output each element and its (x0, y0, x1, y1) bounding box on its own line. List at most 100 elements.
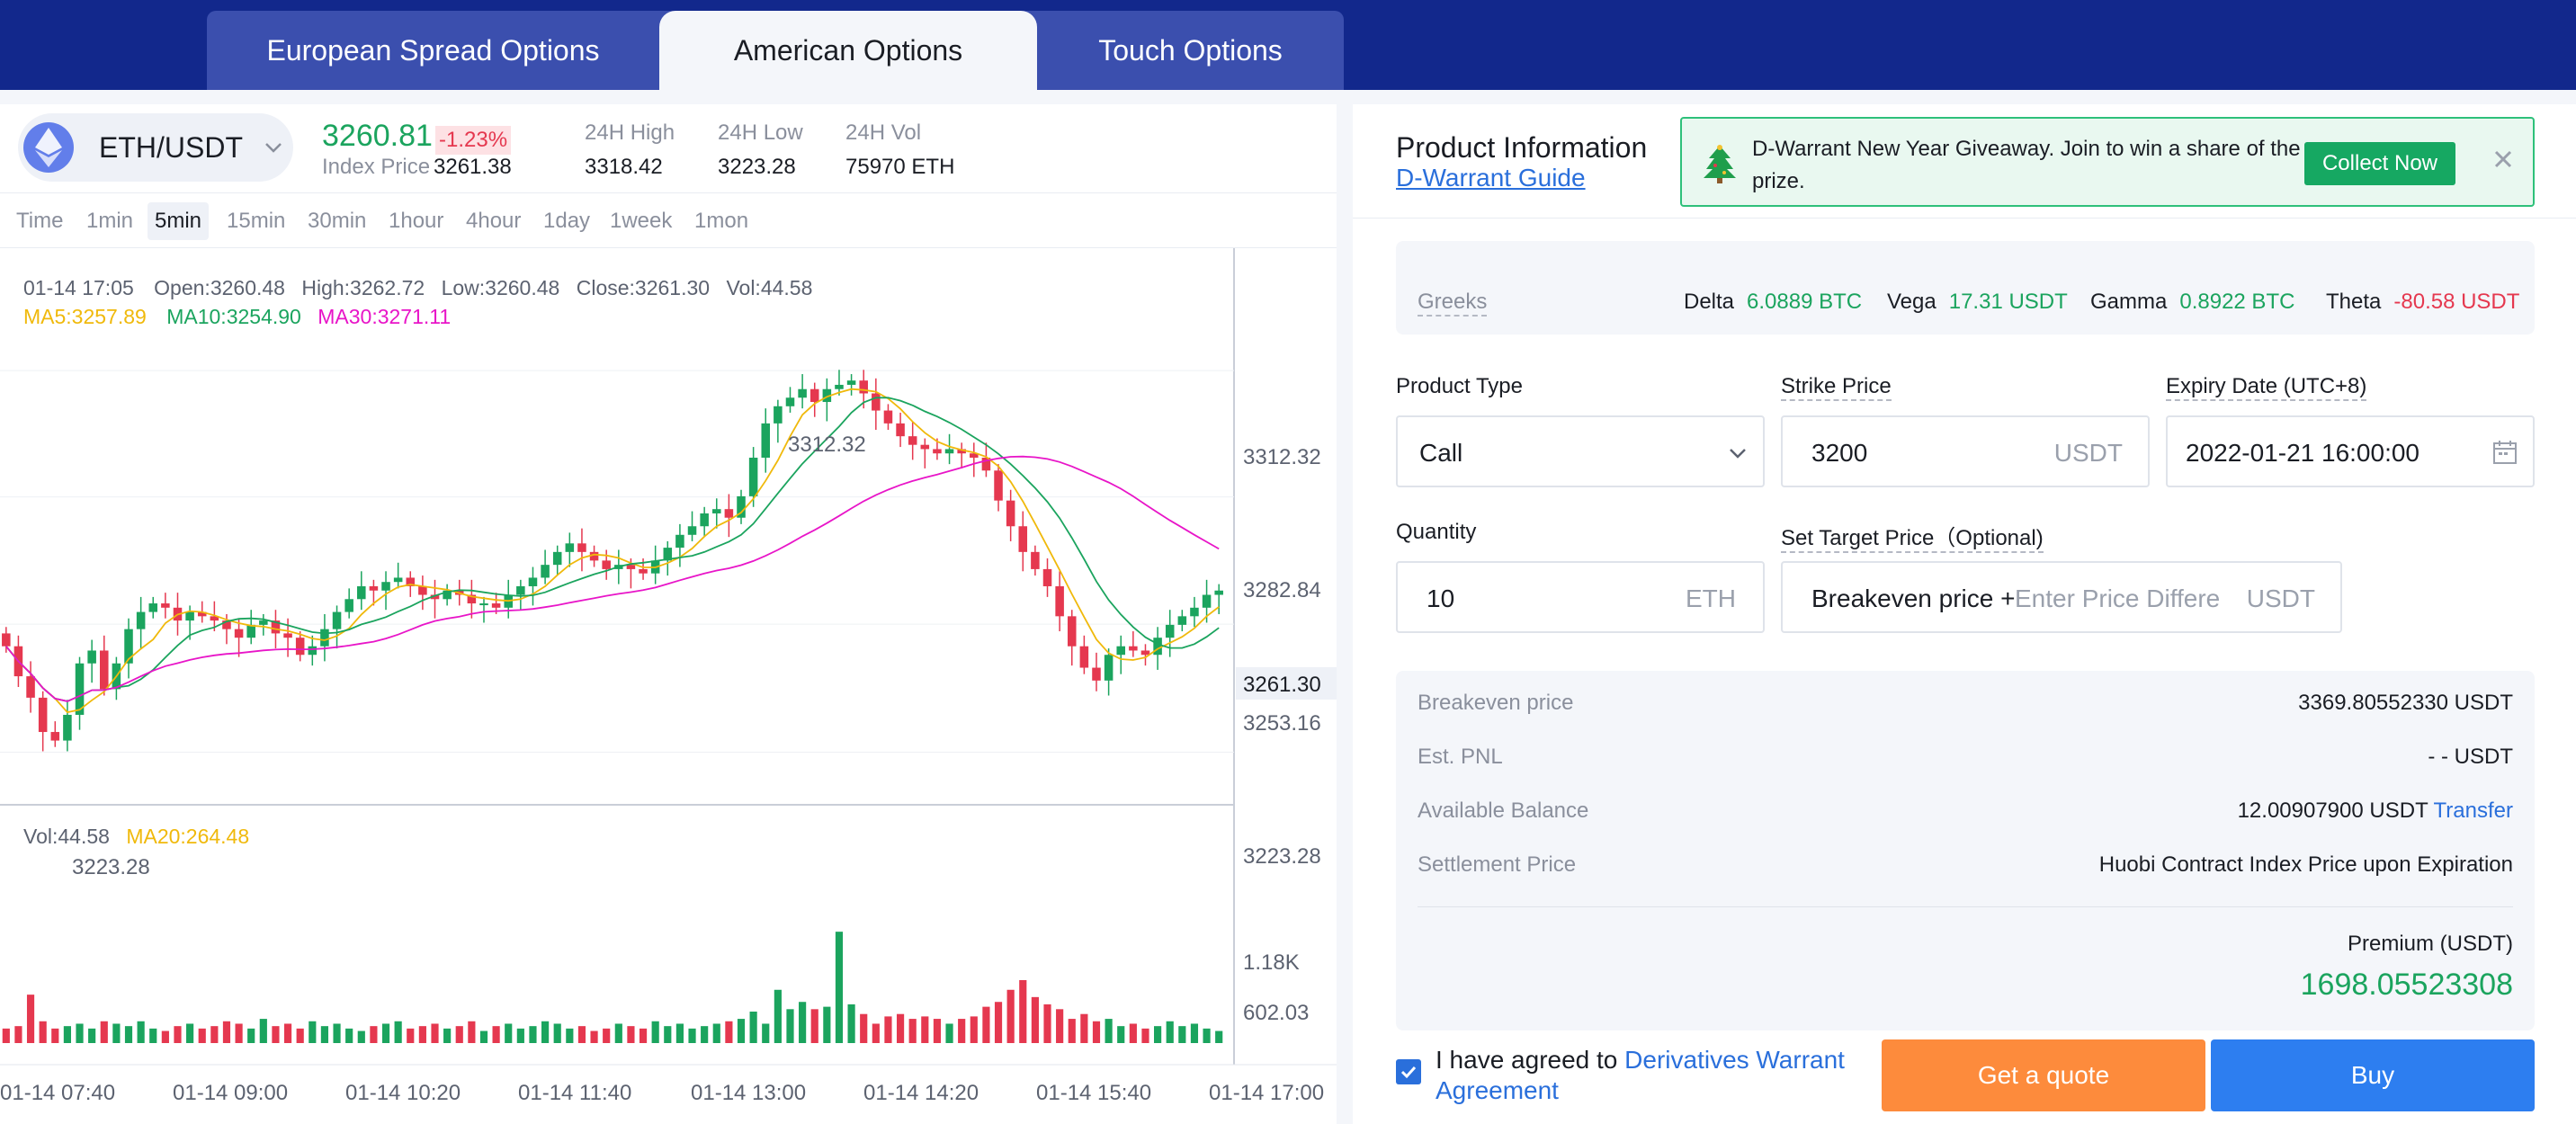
volume-legend: Vol:44.58 MA20:264.48 (23, 825, 249, 848)
price-change-badge: -1.23% (435, 126, 512, 155)
volume-bar (675, 1023, 684, 1043)
stat-24h-high: 24H High 3318.42 (585, 120, 675, 180)
agreement-checkbox[interactable] (1396, 1059, 1421, 1084)
volume-bar (468, 1021, 476, 1043)
candle-body (38, 697, 48, 733)
volume-bar (614, 1023, 622, 1043)
x-tick-label: 01-14 14:20 (863, 1081, 979, 1105)
y-tick-label: 3312.32 (1243, 445, 1321, 469)
pair-selector[interactable]: ETH/USDT (18, 113, 293, 182)
min-price-marker: 3223.28 (72, 855, 150, 879)
volume-bar (1166, 1021, 1174, 1043)
collect-now-button[interactable]: Collect Now (2304, 142, 2455, 185)
quantity-field[interactable]: 10 ETH (1396, 561, 1765, 633)
est-pnl-row: Est. PNL - - USDT (1418, 745, 2513, 777)
candle-body (981, 457, 991, 471)
expiry-date-value: 2022-01-21 16:00:00 (2186, 439, 2419, 467)
candle-body (381, 582, 390, 591)
timeframe-1mon[interactable]: 1mon (694, 209, 749, 233)
candle-body (1042, 568, 1052, 586)
product-type-label: Product Type (1396, 374, 1523, 398)
volume-bar (566, 1028, 574, 1043)
candle-body (748, 457, 758, 496)
buy-button[interactable]: Buy (2211, 1039, 2535, 1111)
ma30-legend: MA30:3271.11 (318, 305, 451, 328)
d-warrant-guide-link[interactable]: D-Warrant Guide (1396, 164, 1586, 192)
expiry-date-label[interactable]: Expiry Date (UTC+8) (2166, 374, 2367, 401)
timeframe-15min[interactable]: 15min (227, 209, 286, 233)
timeframe-4hour[interactable]: 4hour (466, 209, 522, 233)
timeframe-5min[interactable]: 5min (148, 202, 210, 240)
volume-bar (222, 1021, 231, 1043)
candle-body (1140, 650, 1150, 656)
get-quote-button[interactable]: Get a quote (1882, 1039, 2205, 1111)
tab-american-options[interactable]: American Options (659, 11, 1037, 90)
warrant-agreement-link[interactable]: Derivatives Warrant Agreement (1436, 1046, 1845, 1104)
last-price: 3260.81 (322, 119, 433, 153)
greek-value: 6.0889 BTC (1747, 290, 1863, 314)
candle-body (896, 423, 905, 437)
candle-body (26, 676, 35, 698)
timeframe-1day[interactable]: 1day (543, 209, 591, 233)
volume-bar (1203, 1028, 1211, 1043)
candle-body (50, 732, 60, 741)
candle-body (822, 388, 832, 403)
greek-name: Gamma (2090, 290, 2168, 314)
info-vol: Vol:44.58 (726, 276, 812, 299)
timeframe-time[interactable]: Time (16, 209, 64, 233)
agreement-prefix: I have agreed to (1436, 1046, 1625, 1074)
volume-bar (174, 1026, 182, 1043)
candle-body (271, 620, 281, 634)
volume-bar (639, 1028, 648, 1043)
volume-bar (296, 1028, 304, 1043)
product-type-select[interactable]: Call (1396, 415, 1765, 487)
index-price-label: Index Price (322, 155, 431, 179)
vol-ma20-legend: MA20:264.48 (126, 825, 249, 848)
candle-body (1190, 607, 1199, 617)
volume-bar (431, 1023, 439, 1043)
candle-body (933, 449, 942, 454)
stat-24h-low: 24H Low 3223.28 (718, 120, 803, 180)
volume-bar (235, 1023, 243, 1043)
info-open: Open:3260.48 (154, 276, 285, 299)
expiry-date-field[interactable]: 2022-01-21 16:00:00 (2166, 415, 2535, 487)
timeframe-1hour[interactable]: 1hour (389, 209, 444, 233)
premium-value: 1698.05523308 (2300, 968, 2513, 1002)
candle-body (148, 603, 158, 612)
volume-bar (112, 1023, 121, 1043)
stat-label: 24H Low (718, 120, 803, 145)
volume-bar (1141, 1028, 1149, 1043)
candle-body (234, 629, 244, 638)
volume-bar (186, 1023, 194, 1043)
greeks-label[interactable]: Greeks (1418, 290, 1488, 317)
calendar-icon (2493, 441, 2517, 464)
target-price-input[interactable]: Enter Price Differe (2015, 584, 2221, 612)
volume-bar (198, 1028, 206, 1043)
volume-bar (247, 1028, 255, 1043)
candle-body (516, 585, 525, 595)
candle-body (1079, 646, 1089, 668)
quantity-unit: ETH (1686, 584, 1736, 612)
strike-price-label[interactable]: Strike Price (1781, 374, 1892, 401)
close-icon[interactable] (2490, 146, 2517, 173)
target-price-field[interactable]: Breakeven price + Enter Price Differe US… (1781, 561, 2342, 633)
transfer-link[interactable]: Transfer (2433, 798, 2513, 823)
volume-bar (1154, 1026, 1162, 1043)
product-tabs: European Spread Options American Options… (207, 11, 1344, 90)
candle-body (308, 646, 318, 656)
tab-touch-options[interactable]: Touch Options (1098, 33, 1283, 67)
tab-european-spread-options[interactable]: European Spread Options (266, 33, 600, 67)
candle-body (859, 380, 868, 394)
timeframe-1week[interactable]: 1week (610, 209, 673, 233)
candle-body (639, 568, 648, 574)
strike-price-field[interactable]: 3200 USDT (1781, 415, 2150, 487)
timeframe-1min[interactable]: 1min (86, 209, 134, 233)
volume-bar (357, 1030, 365, 1043)
candle-body (565, 543, 575, 552)
volume-bar (664, 1026, 672, 1043)
kline-chart[interactable]: 01-14 17:05 Open:3260.48 High:3262.72 Lo… (0, 248, 1337, 1124)
timeframe-30min[interactable]: 30min (308, 209, 367, 233)
target-price-label[interactable]: Set Target Price（Optional) (1781, 520, 2044, 553)
order-summary: Breakeven price 3369.80552330 USDT Est. … (1396, 671, 2535, 1030)
volume-bar (137, 1021, 145, 1043)
